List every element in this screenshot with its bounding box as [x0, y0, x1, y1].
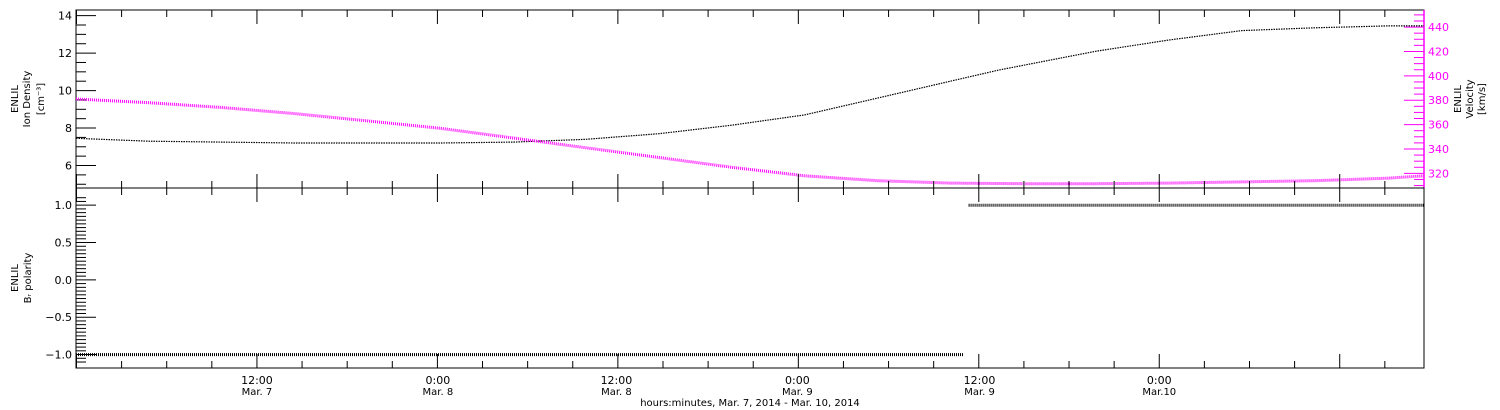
y-tick-label: 6 — [65, 160, 72, 173]
x-tick-time-label: 12:00 — [964, 374, 996, 387]
y-tick-label: 12 — [58, 47, 72, 60]
right-y-tick-label: 440 — [1428, 21, 1449, 34]
x-tick-time-label: 0:00 — [426, 374, 451, 387]
top-ylabel-line1: ENLIL — [10, 85, 21, 113]
top-axes: 6 8 10 12 14 320 340 360 380 400 420 440 — [58, 10, 1449, 188]
top-plot-frame — [75, 9, 1425, 189]
right-ylabel-line2: Velocity — [1465, 79, 1476, 118]
right-y-tick-label: 380 — [1428, 94, 1449, 107]
y-tick-label: −0.5 — [45, 311, 72, 324]
x-tick-time-label: 12:00 — [601, 374, 633, 387]
right-y-tick-label: 320 — [1428, 167, 1449, 180]
y-tick-label: −1.0 — [45, 349, 72, 362]
right-y-tick-label: 420 — [1428, 45, 1449, 58]
y-tick-label: 10 — [58, 85, 72, 98]
velocity-series — [75, 97, 1425, 186]
y-tick-label: 8 — [65, 122, 72, 135]
right-ylabel-line3: [km/s] — [1477, 83, 1488, 115]
density-series — [75, 25, 1424, 144]
top-ylabel-line2: Ion Density — [22, 71, 33, 128]
right-y-tick-label: 360 — [1428, 119, 1449, 132]
y-tick-label: 0.5 — [55, 237, 73, 250]
top-series — [75, 25, 1425, 186]
x-tick-time-label: 0:00 — [1147, 374, 1172, 387]
y-tick-label: 0.0 — [55, 274, 73, 287]
x-tick-date-label: Mar. 9 — [782, 387, 813, 398]
right-y-tick-label: 340 — [1428, 143, 1449, 156]
y-tick-label: 14 — [58, 10, 72, 23]
x-tick-date-label: Mar. 8 — [423, 387, 454, 398]
bottom-series — [76, 203, 1424, 357]
x-tick-date-label: Mar. 7 — [242, 387, 273, 398]
bottom-ylabel-line2: Bᵣ polarity — [23, 253, 34, 304]
right-ylabel-line1: ENLIL — [1453, 85, 1464, 113]
x-axis-label: hours:minutes, Mar. 7, 2014 - Mar. 10, 2… — [640, 398, 860, 409]
y-tick-label: 1.0 — [55, 199, 73, 212]
x-tick-date-label: Mar. 9 — [964, 387, 995, 398]
x-tick-date-label: Mar. 8 — [601, 387, 632, 398]
bottom-axes: −1.0 −0.5 0.0 0.5 1.0 — [45, 197, 96, 363]
bottom-panel: −1.0 −0.5 0.0 0.5 1.0 ENLIL Bᵣ polarity — [10, 187, 1425, 369]
bottom-plot-frame — [75, 187, 1425, 369]
right-y-tick-label: 400 — [1428, 70, 1449, 83]
x-tick-time-label: 0:00 — [785, 374, 810, 387]
x-tick-time-label: 12:00 — [241, 374, 273, 387]
top-ylabel-line3: [cm⁻³] — [36, 83, 47, 115]
x-tick-date-label: Mar.10 — [1142, 387, 1176, 398]
bottom-ylabel-line1: ENLIL — [10, 264, 21, 292]
top-panel: 6 8 10 12 14 320 340 360 380 400 420 440 ENLIL Ion … — [10, 9, 1488, 189]
